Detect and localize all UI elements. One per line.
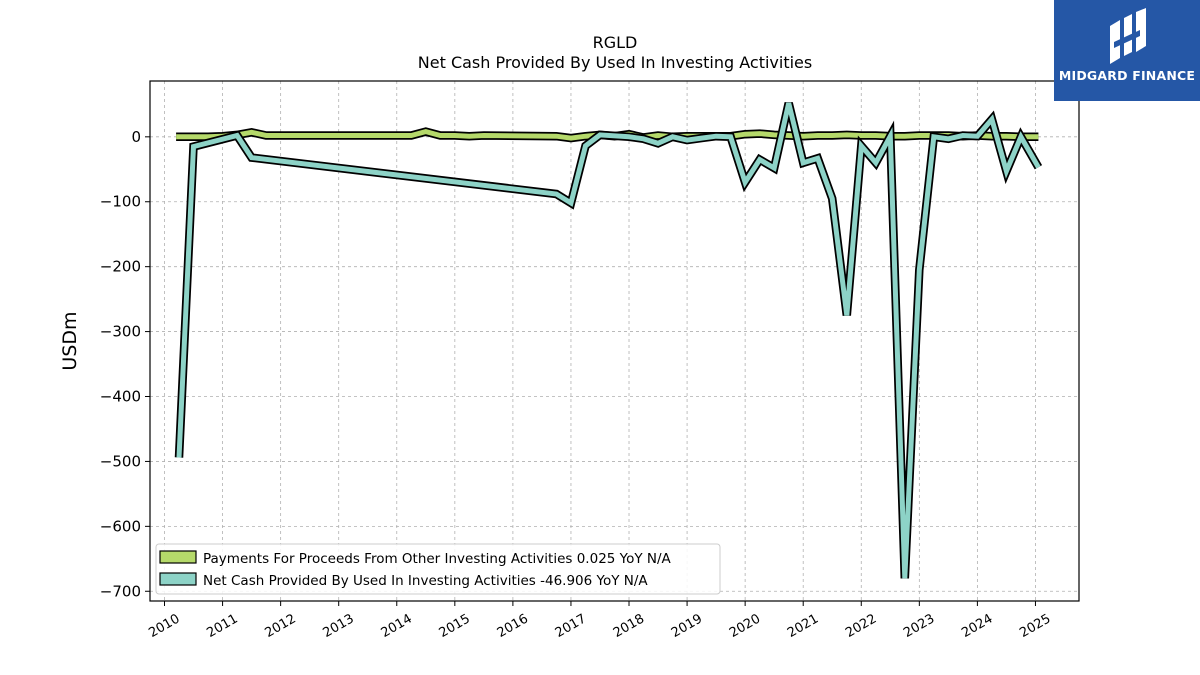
x-tick-label: 2017 [553, 611, 589, 641]
x-tick-label: 2016 [495, 611, 531, 641]
legend-label-net-cash: Net Cash Provided By Used In Investing A… [203, 573, 648, 589]
x-tick-label: 2019 [669, 611, 705, 641]
legend-box [155, 543, 721, 595]
y-tick-label: 0 [131, 128, 141, 146]
y-axis-label: USDm [59, 311, 81, 370]
x-tick-label: 2012 [262, 611, 298, 641]
y-axis: 0 −100 −200 −300 −400 −500 −600 −700 [100, 128, 150, 600]
legend-swatch-net-cash [159, 572, 197, 586]
chart-title: RGLD [593, 33, 638, 52]
x-tick-label: 2025 [1017, 611, 1053, 641]
x-tick-label: 2021 [785, 611, 821, 641]
x-tick-label: 2022 [843, 611, 879, 641]
x-tick-label: 2024 [959, 611, 995, 641]
x-tick-label: 2014 [379, 611, 415, 641]
y-tick-label: −400 [100, 388, 141, 406]
plot-frame [149, 80, 1080, 602]
x-tick-label: 2013 [321, 611, 357, 641]
y-tick-label: −300 [100, 323, 141, 341]
series-lines [174, 102, 1043, 579]
y-tick-label: −100 [100, 193, 141, 211]
x-axis: 2010 2011 2012 2013 2014 2015 2016 2017 2018 2019… [146, 601, 1053, 641]
x-tick-label: 2018 [611, 611, 647, 641]
series-line [176, 102, 1041, 579]
brand-logo-icon [1110, 8, 1146, 64]
x-tick-label: 2011 [204, 611, 240, 641]
x-tick-label: 2010 [146, 611, 182, 641]
y-tick-label: −500 [100, 452, 141, 470]
y-tick-label: −700 [100, 582, 141, 600]
legend-swatch-payments [159, 550, 197, 564]
x-tick-label: 2020 [727, 611, 763, 641]
brand-name: MIDGARD FINANCE [1058, 68, 1196, 83]
chart-subtitle: Net Cash Provided By Used In Investing A… [418, 53, 812, 72]
legend-label-payments: Payments For Proceeds From Other Investi… [203, 551, 672, 567]
legend: Payments For Proceeds From Other Investi… [155, 543, 721, 595]
brand-logo: MIDGARD FINANCE [1054, 0, 1200, 101]
series-1 [174, 102, 1043, 579]
y-tick-label: −200 [100, 258, 141, 276]
x-tick-label: 2023 [901, 611, 937, 641]
x-tick-label: 2015 [437, 611, 473, 641]
y-tick-label: −600 [100, 517, 141, 535]
